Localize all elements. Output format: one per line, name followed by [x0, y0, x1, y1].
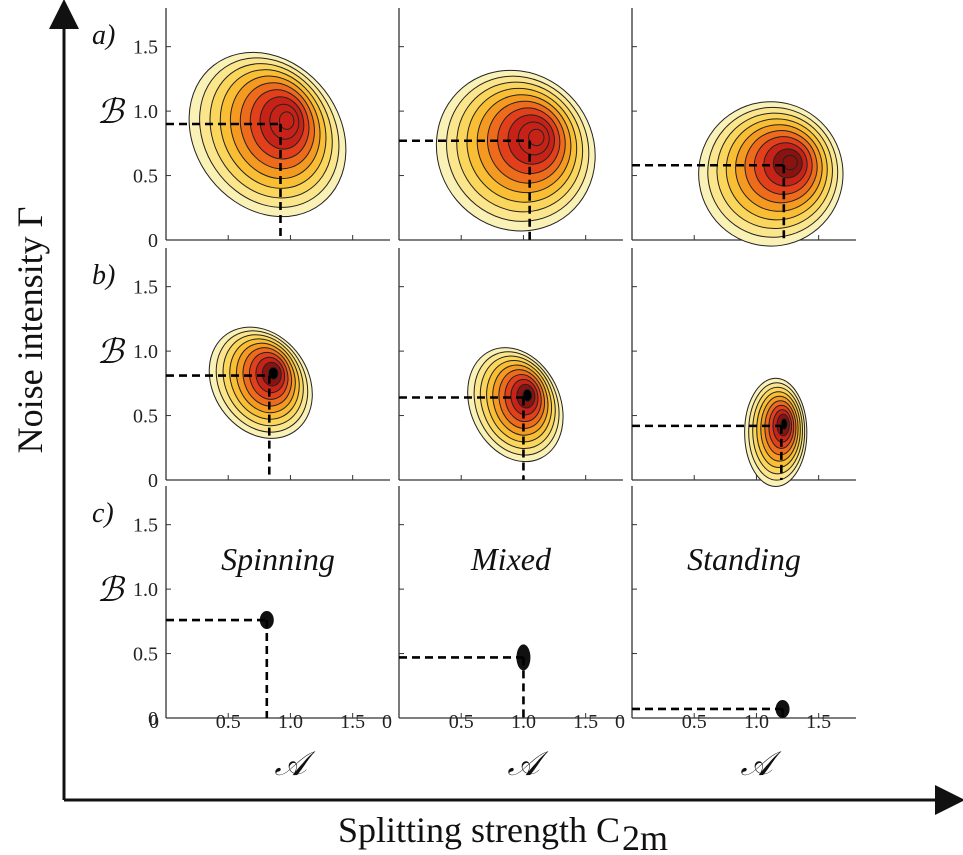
contour-band — [528, 128, 545, 147]
row-label-2: c) — [92, 498, 114, 529]
outer-y-label: Noise intensity Γ — [10, 207, 50, 454]
y-tick-label: 0 — [148, 470, 158, 492]
panels-layer: a) 0 0.5 1.0 1.5 ℬb) 0 0.5 1.0 1.5 ℬc) 0 0.5 1.0 1.5 ℬ S… — [92, 8, 856, 784]
y-tick-label: 0.5 — [133, 406, 158, 428]
x-tick-label: 0 — [382, 711, 392, 733]
x-tick-label: 1.0 — [744, 711, 769, 733]
panel-r1-c1 — [398, 248, 623, 481]
row-label-1: b) — [92, 260, 115, 291]
x-tick-label: 1.5 — [573, 711, 598, 733]
y-tick-label: 0.5 — [133, 644, 158, 666]
contour-band — [782, 154, 798, 171]
x-tick-label: 1.0 — [278, 711, 303, 733]
y-tick-label: 1.5 — [133, 277, 158, 299]
x-tick-label: 1.0 — [511, 711, 536, 733]
contour-band — [278, 111, 295, 130]
x-tick-label: 0.5 — [682, 711, 707, 733]
y-tick-label: 0.5 — [133, 166, 158, 188]
x-tick-label: 0 — [149, 711, 159, 733]
x-tick-label: 0.5 — [216, 711, 241, 733]
outer-axes: Noise intensity Γ Splitting strength C 2… — [10, 0, 963, 855]
panel-r1-c2 — [631, 248, 856, 487]
y-tick-label: 1.0 — [133, 101, 158, 123]
y-tick-label: 1.5 — [133, 37, 158, 59]
y-tick-label: 0 — [148, 708, 158, 730]
panel-x-label: 𝒜 — [740, 744, 782, 784]
regime-label: Standing — [687, 541, 801, 577]
x-tick-label: 0.5 — [449, 711, 474, 733]
x-tick-label: 1.5 — [806, 711, 831, 733]
panel-r0-c1 — [398, 8, 623, 241]
x-tick-label: 0 — [615, 711, 625, 733]
panel-r2-c2: Standing — [631, 486, 856, 719]
y-tick-label: 0 — [148, 230, 158, 252]
outer-x-label: Splitting strength C — [338, 810, 620, 850]
panel-r1-c0 — [165, 248, 390, 481]
panel-y-label: ℬ — [97, 332, 126, 372]
panel-y-label: ℬ — [97, 570, 126, 610]
panel-r0-c0 — [165, 8, 390, 241]
panel-r0-c2 — [631, 8, 856, 247]
regime-label: Spinning — [221, 541, 335, 577]
contour-band — [268, 366, 279, 380]
panel-x-label: 𝒜 — [507, 744, 549, 784]
y-tick-label: 1.0 — [133, 341, 158, 363]
panel-y-label: ℬ — [97, 92, 126, 132]
panel-x-label: 𝒜 — [274, 744, 316, 784]
x-tick-label: 1.5 — [340, 711, 365, 733]
outer-x-label-sub: 2m — [622, 818, 668, 855]
regime-label: Mixed — [470, 541, 552, 577]
y-tick-label: 1.5 — [133, 515, 158, 537]
panel-r2-c0: Spinning — [165, 486, 390, 719]
panel-r2-c1: Mixed — [398, 486, 623, 719]
y-tick-label: 1.0 — [133, 579, 158, 601]
contour-band — [522, 388, 533, 402]
row-label-0: a) — [92, 20, 115, 51]
